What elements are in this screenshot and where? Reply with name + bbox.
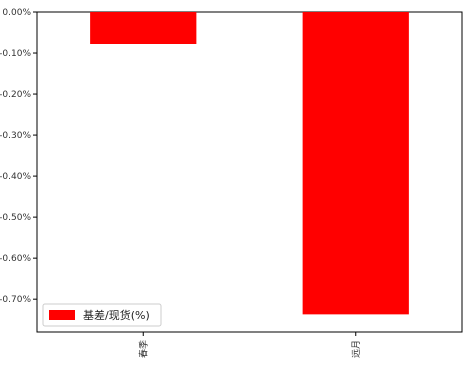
y-tick-label: -0.50% [0,213,31,223]
y-tick-label: -0.10% [0,49,31,59]
bars [90,12,409,315]
legend-swatch [49,310,75,320]
legend-label: 基差/现货(%) [83,308,150,322]
bar [90,12,197,44]
y-axis: 0.00% -0.10% -0.20% -0.30% -0.40% -0.50% -0.60… [0,8,37,305]
plot-area [36,11,463,333]
y-tick-label: -0.70% [0,295,31,305]
legend: 基差/现货(%) [42,303,162,327]
legend-box [42,303,162,327]
y-tick-label: -0.60% [0,254,31,264]
x-tick-label: 春季 [137,340,149,358]
y-tick-label: -0.40% [0,172,31,182]
y-tick-label: 0.00% [2,8,31,18]
plot-frame [36,11,463,333]
bar [302,12,409,315]
x-axis: 春季 远月 [137,332,362,358]
y-tick-label: -0.20% [0,90,31,100]
y-tick-label: -0.30% [0,131,31,141]
x-tick-label: 远月 [351,340,362,358]
